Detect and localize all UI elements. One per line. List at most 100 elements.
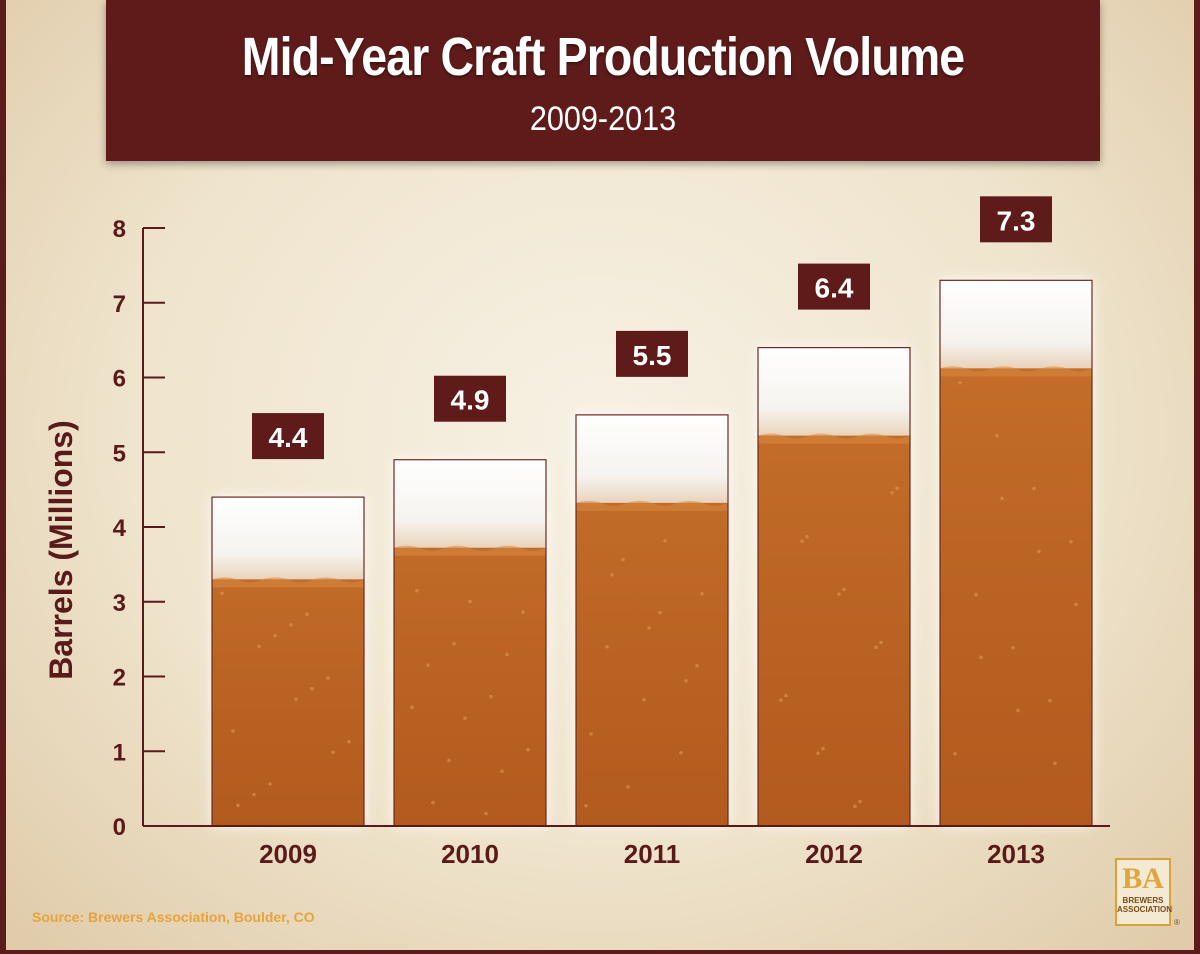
- foam-edge: [758, 433, 910, 444]
- bubble: [289, 623, 293, 627]
- data-label: 7.3: [997, 205, 1036, 236]
- bar-foam: [940, 280, 1092, 369]
- bubble: [1074, 602, 1078, 607]
- foam-edge: [940, 366, 1092, 377]
- data-label-box: [616, 330, 688, 377]
- bubble: [890, 491, 894, 495]
- bubble: [626, 785, 630, 789]
- logo-mark: BA: [1122, 862, 1164, 895]
- foam-edge: [212, 577, 364, 588]
- y-axis-label: Barrels (Millions): [43, 420, 79, 680]
- data-label: 4.9: [451, 385, 490, 416]
- bubble: [326, 676, 330, 680]
- bubble: [958, 380, 962, 385]
- bubble: [1069, 539, 1073, 544]
- data-label-box: [434, 375, 506, 422]
- x-tick-label: 2013: [987, 839, 1045, 869]
- bubble: [805, 534, 809, 539]
- bubble: [1037, 549, 1041, 554]
- bubble: [347, 739, 351, 744]
- bubble: [305, 612, 309, 617]
- data-label-box: [980, 196, 1052, 243]
- bubble: [995, 433, 999, 438]
- bubble: [647, 626, 651, 630]
- bubble: [1016, 708, 1020, 713]
- brewers-association-logo: BA BREWERS ASSOCIATION: [1115, 858, 1172, 926]
- x-tick-label: 2010: [441, 839, 499, 869]
- y-axis: 0 1 2 3 4 5 6 7 8: [113, 216, 165, 841]
- right-border: [1194, 0, 1200, 954]
- bubble: [821, 746, 825, 751]
- bubble: [663, 538, 667, 543]
- bubble: [1032, 486, 1036, 491]
- x-tick-label: 2009: [259, 839, 317, 869]
- x-tick-label: 2011: [624, 839, 680, 869]
- bar-foam: [394, 459, 546, 548]
- bubble: [273, 633, 277, 638]
- data-label: 4.4: [269, 422, 308, 453]
- bubble: [816, 751, 820, 755]
- bubble: [521, 610, 525, 614]
- bubble: [784, 693, 788, 698]
- bar-2010: 4.9: [393, 375, 547, 827]
- bubble: [953, 751, 957, 756]
- bubble: [1053, 761, 1057, 766]
- y-tick-label: 8: [113, 216, 126, 243]
- bubble: [979, 655, 983, 660]
- bubble: [1048, 698, 1052, 703]
- bubble: [874, 645, 878, 649]
- logo-line-2: ASSOCIATION: [1117, 905, 1172, 914]
- bubble: [589, 732, 593, 736]
- bubble: [500, 769, 504, 773]
- logo-line-1: BREWERS: [1122, 896, 1164, 905]
- y-tick-label: 6: [113, 366, 126, 393]
- foam-edge: [576, 500, 728, 511]
- bubble: [842, 587, 846, 592]
- bubble: [700, 591, 704, 596]
- chart-title: Mid-Year Craft Production Volume: [241, 27, 965, 87]
- bubble: [837, 592, 841, 596]
- bubble: [800, 539, 804, 543]
- bar-2013: 7.3: [939, 196, 1093, 827]
- bubble: [468, 599, 472, 604]
- bubble: [684, 679, 688, 683]
- bubble: [452, 641, 456, 646]
- x-tick-label: 2012: [805, 839, 863, 869]
- bubble: [695, 663, 699, 668]
- y-tick-label: 3: [113, 590, 126, 617]
- y-tick-label: 4: [113, 515, 127, 542]
- bubble: [331, 750, 335, 755]
- bubble: [484, 811, 488, 816]
- bubble: [463, 716, 467, 720]
- bubble: [621, 557, 625, 562]
- bubble: [610, 573, 614, 577]
- bubble: [879, 640, 883, 645]
- data-label: 5.5: [633, 340, 672, 371]
- chart-subtitle: 2009-2013: [529, 100, 677, 138]
- bubble: [679, 750, 683, 755]
- bubble: [268, 782, 272, 786]
- bubble: [858, 799, 862, 804]
- bubble: [410, 705, 414, 710]
- bubble: [779, 698, 783, 702]
- bar-2009: 4.4: [211, 413, 365, 827]
- bubble: [231, 729, 235, 733]
- y-tick-label: 7: [113, 291, 126, 318]
- bubble: [426, 663, 430, 667]
- y-tick-label: 2: [113, 665, 126, 692]
- source-note: Source: Brewers Association, Boulder, CO: [32, 909, 315, 925]
- bubble: [1011, 645, 1015, 650]
- bubble: [447, 758, 451, 763]
- bars: 4.4 4.9 5.5 6.4 7.3: [211, 196, 1093, 827]
- bubble: [505, 652, 509, 657]
- bubble: [257, 644, 261, 649]
- bubble: [974, 592, 978, 597]
- bar-foam: [212, 497, 364, 580]
- bar-foam: [576, 414, 728, 503]
- bar-2011: 5.5: [575, 330, 729, 827]
- y-tick-label: 1: [113, 739, 126, 766]
- x-axis: 2009 2010 2011 2012 2013: [143, 825, 1110, 869]
- foam-edge: [394, 545, 546, 556]
- data-label-box: [798, 263, 870, 310]
- bubble: [431, 800, 435, 805]
